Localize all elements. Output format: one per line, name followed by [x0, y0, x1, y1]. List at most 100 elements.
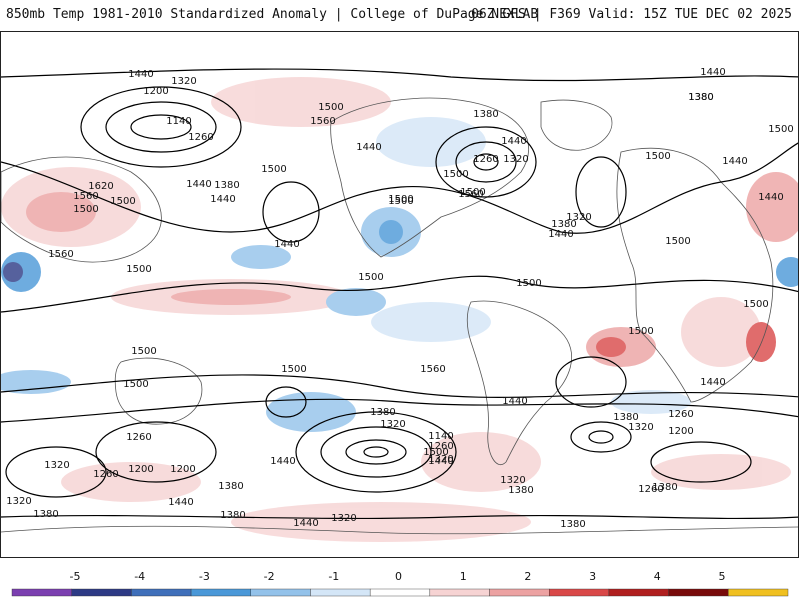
contour-label: 1440 — [722, 156, 747, 167]
contour-label: 1440 — [128, 69, 153, 80]
contour-label: 1260 — [638, 484, 663, 495]
contour-label: 1440 — [501, 136, 526, 147]
colorbar-segment — [608, 588, 669, 597]
contour-label: 1500 — [665, 236, 690, 247]
contour-label: 1440 — [210, 194, 235, 205]
contour-label: 1500 — [743, 299, 768, 310]
contour-label: 1440 — [548, 229, 573, 240]
colorbar-tick-label: 2 — [524, 570, 532, 583]
colorbar: -5 -4 -3 -2 -1 0 1 2 3 4 5 — [0, 570, 800, 600]
colorbar-tick-label: 3 — [589, 570, 597, 583]
contour-label: 1140 — [428, 431, 453, 442]
contour-label: 1200 — [128, 464, 153, 475]
model-run-info: 06Z GFS | F369 Valid: 15Z TUE DEC 02 202… — [471, 7, 792, 22]
map-svg: 1440132012001140126013801440150015601620… — [1, 67, 798, 542]
contour-label: 1500 — [443, 169, 468, 180]
contour-label: 1440 — [356, 142, 381, 153]
anomaly-shading — [1, 77, 798, 542]
contour-label: 1260 — [428, 441, 453, 452]
colorbar-segment — [549, 588, 610, 597]
contour-label: 1440 — [293, 518, 318, 529]
colorbar-tick-label: -4 — [134, 570, 146, 583]
colorbar-tick-label: -5 — [69, 570, 81, 583]
contour-label: 1380 — [218, 481, 243, 492]
contour-label: 1320 — [628, 422, 653, 433]
map-title: 850mb Temp 1981-2010 Standardized Anomal… — [6, 7, 539, 22]
colorbar-tick-label: -3 — [198, 570, 210, 583]
contour-label: 1440 — [274, 239, 299, 250]
antarctica-outline — [1, 525, 798, 535]
colorbar-tick-label: -2 — [263, 570, 275, 583]
contour-label: 1260 — [473, 154, 498, 165]
contour-label: 1500 — [358, 272, 383, 283]
contour-label: 1380 — [370, 407, 395, 418]
colorbar-segment — [11, 588, 72, 597]
contour-label: 1440 — [758, 192, 783, 203]
south-america-outline — [466, 300, 572, 465]
contour-label: 1500 — [768, 124, 793, 135]
contour-label: 1500 — [123, 379, 148, 390]
colorbar-segment — [131, 588, 192, 597]
contour-label: 1380 — [560, 519, 585, 530]
coastlines — [1, 97, 798, 535]
contour-label: 1440 — [502, 396, 527, 407]
height-contours — [1, 68, 798, 520]
colorbar-segment — [190, 588, 251, 597]
map-panel: 1440 1320 1200 1140 1260 1380 1440 1500 1560 1620… — [0, 31, 799, 558]
contour-label: 1380 — [214, 180, 239, 191]
contour-label: 1380 — [551, 219, 576, 230]
contour-label: 1500 — [126, 264, 151, 275]
contour-label: 1500 — [318, 102, 343, 113]
contour-label: 1560 — [48, 249, 73, 260]
colorbar-segment — [489, 588, 550, 597]
contour-label: 1320 — [500, 475, 525, 486]
contour-label: 1320 — [171, 76, 196, 87]
greenland-outline — [540, 99, 613, 151]
contour-label: 1500 — [516, 278, 541, 289]
contour-label: 1320 — [6, 496, 31, 507]
contour-label: 1260 — [126, 432, 151, 443]
contour-label: 1500 — [281, 364, 306, 375]
contour-label: 1320 — [44, 460, 69, 471]
contour-label: 1200 — [170, 464, 195, 475]
header: 850mb Temp 1981-2010 Standardized Anomal… — [0, 0, 800, 30]
contour-label: 1560 — [420, 364, 445, 375]
contour-label: 1380 — [33, 509, 58, 520]
contour-label: 1440 — [168, 497, 193, 508]
contour-label: 1200 — [668, 426, 693, 437]
contour-label: 1320 — [566, 212, 591, 223]
contour-label: 1620 — [88, 181, 113, 192]
contour-label: 1260 — [93, 469, 118, 480]
contour-label: 1440 — [270, 456, 295, 467]
contour-label: 1140 — [166, 116, 191, 127]
colorbar-segment — [429, 588, 490, 597]
contour-label: 1380 — [613, 412, 638, 423]
contour-label: 1500 — [628, 326, 653, 337]
colorbar-tick-label: 1 — [459, 570, 467, 583]
colorbar-segment — [369, 588, 431, 597]
contour-label: 1500 — [388, 194, 413, 205]
contour-label: 1440 — [428, 456, 453, 467]
contour-label: 1380 — [688, 92, 713, 103]
contour-label: 1320 — [380, 419, 405, 430]
colorbar-segment — [250, 588, 311, 597]
contour-label: 1380 — [473, 109, 498, 120]
contour-label: 1560 — [458, 189, 483, 200]
contour-label: 1380 — [688, 92, 713, 103]
contour-label: 1380 — [652, 482, 677, 493]
contour-label: 1320 — [331, 513, 356, 524]
europe-africa-outline — [616, 147, 774, 403]
contour-label: 1500 — [460, 187, 485, 198]
contour-label: 1500 — [423, 447, 448, 458]
contour-label: 1320 — [503, 154, 528, 165]
contour-label: 1500 — [645, 151, 670, 162]
contour-label: 1200 — [143, 86, 168, 97]
contour-label: 1380 — [220, 510, 245, 521]
north-america-outline — [330, 97, 530, 258]
colorbar-segment — [71, 588, 132, 597]
contour-label: 1260 — [668, 409, 693, 420]
colorbar-segment — [728, 588, 789, 597]
colorbar-tick-label: -1 — [328, 570, 340, 583]
asia-outline — [1, 156, 162, 263]
contour-label: 1560 — [310, 116, 335, 127]
